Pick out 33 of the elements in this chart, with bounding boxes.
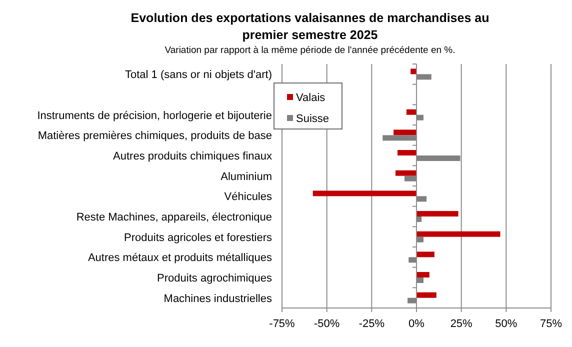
x-tick-label: -50%	[314, 318, 340, 330]
bar	[406, 109, 416, 115]
y-tick-label: Reste Machines, appareils, électronique	[76, 212, 272, 224]
y-tick-label: Véhicules	[224, 191, 272, 204]
bar	[394, 130, 416, 136]
bar	[416, 292, 436, 298]
y-tick-label: Produits agricoles et forestiers	[124, 232, 272, 244]
x-tick-label: 25%	[450, 318, 473, 330]
legend-label: Valais	[296, 92, 326, 104]
y-tick-label: Machines industrielles	[164, 292, 272, 305]
x-tick-label: 50%	[495, 318, 518, 330]
bar	[312, 190, 416, 196]
y-tick-label: Produits agrochimiques	[157, 272, 272, 284]
chart-title: Evolution des exportations valaisannes de marchandises au premier semestre 2025	[130, 11, 490, 42]
bar	[397, 150, 416, 156]
bar	[396, 170, 416, 176]
bar	[416, 272, 430, 278]
bar	[416, 252, 434, 258]
x-tick-label: -25%	[358, 318, 385, 330]
y-tick-label: Autres produits chimiques finaux	[113, 150, 272, 162]
legend-label: Suisse	[296, 113, 330, 125]
x-tick-label: -75%	[269, 318, 296, 330]
bar	[416, 231, 500, 237]
x-tick-label: 0%	[408, 318, 425, 330]
y-tick-label: Matières premières chimiques, produits de base	[38, 130, 272, 142]
chart-subtitle: Variation par rapport à la même période de l'année précédente en %.	[164, 45, 456, 56]
y-tick-label: Autres métaux et produits métalliques	[88, 252, 272, 264]
y-tick-label: Total 1 (sans or ni objets d'art)	[124, 69, 272, 82]
y-tick-label: Instruments de précision, horlogerie et bijouterie	[37, 110, 272, 122]
x-tick-label: 75%	[540, 318, 562, 330]
bar	[410, 68, 416, 74]
y-tick-label: Aluminium	[220, 170, 272, 183]
bar	[416, 211, 458, 216]
